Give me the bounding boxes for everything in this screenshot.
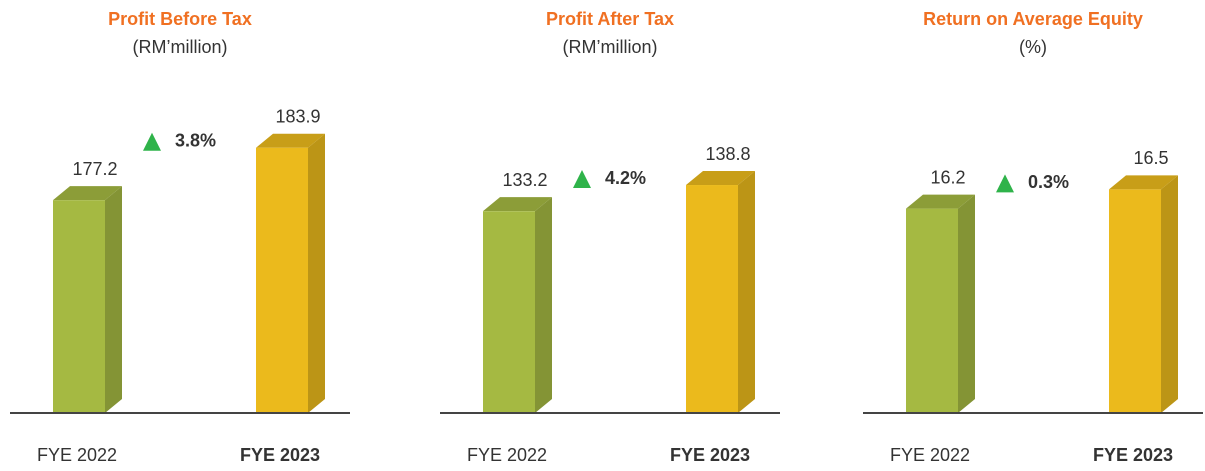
change-label: 0.3%	[1028, 172, 1069, 192]
bar	[1109, 189, 1161, 413]
value-label: 16.2	[930, 167, 965, 187]
chart-subtitle: (RM’million)	[133, 37, 228, 57]
bar-top	[256, 133, 325, 148]
chart-subtitle: (RM’million)	[563, 37, 658, 57]
bar-side	[105, 186, 122, 413]
change-arrow	[996, 174, 1014, 193]
x-tick-label: FYE 2023	[240, 445, 320, 465]
value-label: 138.8	[705, 144, 750, 164]
value-label: 177.2	[72, 159, 117, 179]
change-arrow	[573, 170, 591, 189]
chart-title: Return on Average Equity	[923, 9, 1143, 29]
bar-top	[53, 186, 122, 201]
value-label: 133.2	[502, 170, 547, 190]
x-tick-label: FYE 2023	[670, 445, 750, 465]
change-arrow	[143, 132, 161, 151]
bar-side	[958, 194, 975, 413]
bar-top	[686, 171, 755, 186]
bar	[53, 200, 105, 413]
x-tick-label: FYE 2022	[467, 445, 547, 465]
bar	[256, 147, 308, 414]
chart-title: Profit After Tax	[546, 9, 674, 29]
value-label: 16.5	[1133, 148, 1168, 168]
change-label: 4.2%	[605, 168, 646, 188]
bar-side	[738, 171, 755, 413]
chart-subtitle: (%)	[1019, 37, 1047, 57]
x-tick-label: FYE 2022	[37, 445, 117, 465]
chart-title: Profit Before Tax	[108, 9, 252, 29]
bar-side	[535, 197, 552, 413]
bar	[483, 211, 535, 413]
bar-top	[483, 197, 552, 212]
change-label: 3.8%	[175, 130, 216, 150]
bar-top	[1109, 175, 1178, 190]
bar	[906, 208, 958, 413]
value-label: 183.9	[275, 106, 320, 126]
x-tick-label: FYE 2022	[890, 445, 970, 465]
bar-top	[906, 194, 975, 209]
bar-side	[308, 133, 325, 414]
bar	[686, 185, 738, 413]
x-tick-label: FYE 2023	[1093, 445, 1173, 465]
bar-side	[1161, 175, 1178, 413]
